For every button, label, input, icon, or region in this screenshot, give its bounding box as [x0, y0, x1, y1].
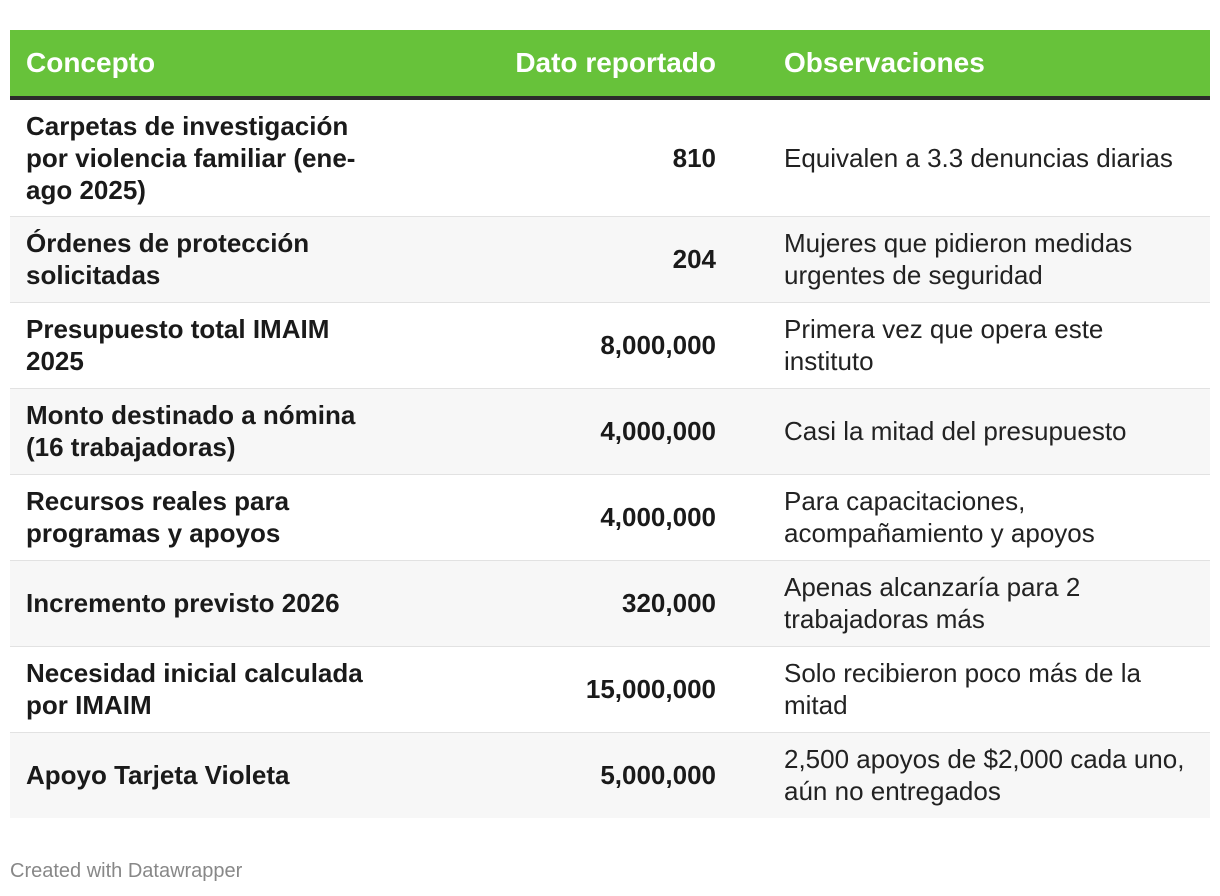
cell-concept: Incremento previsto 2026 — [10, 560, 460, 647]
cell-value: 5,000,000 — [600, 760, 716, 791]
cell-value: 15,000,000 — [460, 646, 720, 733]
table-row: Necesidad inicial calculada por IMAIM 15… — [10, 646, 1210, 733]
table-row: Órdenes de protección solicitadas 204 Mu… — [10, 216, 1210, 303]
concept-text: Apoyo Tarjeta Violeta — [26, 760, 290, 791]
cell-observation: Casi la mitad del presupuesto — [720, 388, 1210, 475]
cell-concept: Monto destinado a nómina (16 trabajadora… — [10, 388, 460, 475]
table-row: Carpetas de investigación por violencia … — [10, 98, 1210, 217]
concept-text: Carpetas de investigación por violencia … — [26, 110, 356, 205]
concept-text: Órdenes de protección solicitadas — [26, 228, 310, 290]
data-table: Concepto Dato reportado Observaciones Ca… — [10, 30, 1210, 818]
header-row: Concepto Dato reportado Observaciones — [10, 30, 1210, 100]
cell-observation: Solo recibieron poco más de la mitad — [720, 646, 1210, 733]
cell-concept: Presupuesto total IMAIM 2025 — [10, 302, 460, 389]
concept-text: Recursos reales para programas y apoyos — [26, 486, 290, 548]
table-row: Incremento previsto 2026 320,000 Apenas … — [10, 560, 1210, 647]
column-header-concepto: Concepto — [10, 30, 460, 100]
column-header-dato-reportado: Dato reportado — [460, 30, 720, 100]
concept-text: Incremento previsto 2026 — [26, 588, 340, 618]
cell-value: 320,000 — [460, 560, 720, 647]
cell-concept: Órdenes de protección solicitadas — [10, 216, 460, 303]
cell-value: 4,000,000 — [460, 474, 720, 561]
cell-value: 4,000,000 — [460, 388, 720, 475]
table-row: Recursos reales para programas y apoyos … — [10, 474, 1210, 561]
table-row: Apoyo Tarjeta Violeta 5,000,000 2,500 ap… — [10, 732, 1210, 818]
cell-observation: Apenas alcanzaría para 2 trabajadoras má… — [720, 560, 1210, 647]
table-body: Carpetas de investigación por violencia … — [10, 98, 1210, 818]
table-row: Monto destinado a nómina (16 trabajadora… — [10, 388, 1210, 475]
concept-text: Monto destinado a nómina (16 trabajadora… — [26, 400, 356, 462]
cell-value: 8,000,000 — [460, 302, 720, 389]
concept-text: Necesidad inicial calculada por IMAIM — [26, 658, 363, 720]
column-header-observaciones: Observaciones — [720, 30, 1210, 100]
table-header: Concepto Dato reportado Observaciones — [10, 30, 1210, 100]
cell-concept: Carpetas de investigación por violencia … — [10, 98, 460, 217]
datawrapper-credit[interactable]: Created with Datawrapper — [10, 860, 243, 882]
cell-observation: Mujeres que pidieron medidas urgentes de… — [720, 216, 1210, 303]
cell-observation: Primera vez que opera este instituto — [720, 302, 1210, 389]
cell-observation: Equivalen a 3.3 denuncias diarias — [720, 98, 1210, 217]
cell-observation: Para capacitaciones, acompañamiento y ap… — [720, 474, 1210, 561]
cell-concept: Necesidad inicial calculada por IMAIM — [10, 646, 460, 733]
data-table-container: Concepto Dato reportado Observaciones Ca… — [10, 30, 1210, 818]
cell-value: 204 — [460, 216, 720, 303]
table-row: Presupuesto total IMAIM 2025 8,000,000 P… — [10, 302, 1210, 389]
cell-concept: Apoyo Tarjeta Violeta — [10, 732, 460, 818]
cell-value: 810 — [460, 98, 720, 217]
cell-concept: Recursos reales para programas y apoyos — [10, 474, 460, 561]
concept-text: Presupuesto total IMAIM 2025 — [26, 314, 330, 376]
cell-observation: 2,500 apoyos de $2,000 cada uno, aún no … — [784, 744, 1185, 807]
